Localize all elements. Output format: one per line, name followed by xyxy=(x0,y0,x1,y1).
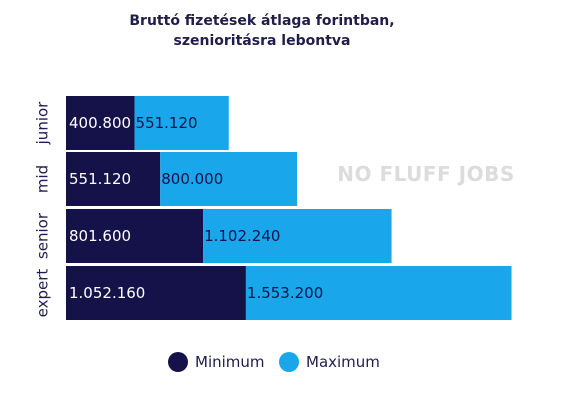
data-label-maximum-expert: 1.553.200 xyxy=(247,284,323,302)
category-label-senior: senior xyxy=(34,212,52,259)
data-label-minimum-junior: 400.800 xyxy=(69,114,131,132)
category-label-junior: junior xyxy=(34,101,52,146)
bar-maximum-mid xyxy=(160,152,298,206)
legend: Minimum Maximum xyxy=(168,352,380,372)
legend-swatch-minimum xyxy=(168,352,188,372)
bar-maximum-junior xyxy=(134,96,229,150)
legend-swatch-maximum xyxy=(279,352,299,372)
bar-minimum-mid xyxy=(66,152,161,206)
bar-minimum-expert xyxy=(66,266,246,320)
data-label-maximum-junior: 551.120 xyxy=(136,114,198,132)
data-label-minimum-expert: 1.052.160 xyxy=(69,284,145,302)
data-label-maximum-senior: 1.102.240 xyxy=(204,227,280,245)
bar-minimum-senior xyxy=(66,209,204,263)
data-label-minimum-mid: 551.120 xyxy=(69,170,131,188)
data-label-minimum-senior: 801.600 xyxy=(69,227,131,245)
legend-label-minimum: Minimum xyxy=(195,353,265,371)
data-label-maximum-mid: 800.000 xyxy=(161,170,223,188)
bar-maximum-expert xyxy=(245,266,512,320)
category-label-mid: mid xyxy=(34,165,52,193)
chart-title-line-2: szenioritásra lebontva xyxy=(174,33,351,49)
chart-title-line-1: Bruttó fizetések átlaga forintban, xyxy=(129,13,394,29)
watermark-logo: NO FLUFF JOBS xyxy=(337,162,515,186)
bar-maximum-senior xyxy=(203,209,392,263)
bar-minimum-junior xyxy=(66,96,135,150)
bars-group: 400.800 551.120 junior 551.120 800.000 mid 801… xyxy=(34,96,512,320)
legend-label-maximum: Maximum xyxy=(306,353,380,371)
category-label-expert: expert xyxy=(34,269,52,318)
